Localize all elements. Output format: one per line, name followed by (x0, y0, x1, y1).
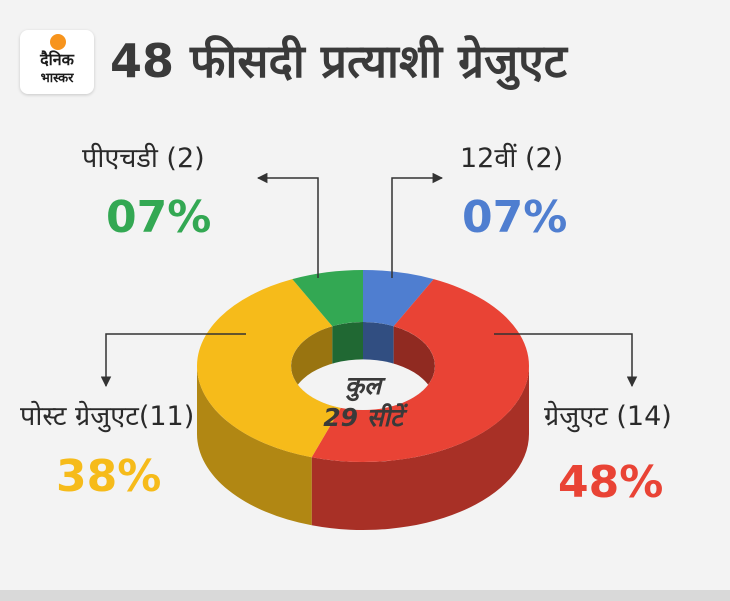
label-phd: पीएचडी (2) (82, 143, 205, 174)
percent-phd: 07% (106, 192, 212, 243)
leader-post-graduate (100, 333, 246, 388)
percent-post-graduate: 38% (56, 451, 162, 502)
slice-graduate (311, 279, 529, 463)
slice-post-graduate (196, 279, 341, 458)
label-graduate: ग्रेजुएट (14) (544, 401, 672, 432)
total-label-line2: 29 सीटें (323, 403, 403, 432)
percent-graduate: 48% (558, 457, 664, 508)
donut-hole-floor (291, 359, 435, 410)
footer-bar (0, 590, 730, 601)
slice-graduate-side (311, 366, 529, 530)
slice-graduate-inner-wall (340, 326, 435, 410)
percent-12th: 07% (462, 192, 568, 243)
leader-12th (391, 172, 444, 278)
logo-text-line2: भास्कर (40, 71, 74, 86)
label-post-graduate: पोस्ट ग्रेजुएट(11) (20, 401, 195, 432)
total-label-line1: कुल (344, 371, 382, 400)
leader-graduate (494, 333, 638, 388)
slice-12th (363, 270, 434, 327)
slice-phd (292, 270, 363, 327)
leader-phd (256, 172, 319, 278)
label-12th: 12वीं (2) (460, 143, 564, 174)
total-seats-label: कुल 29 सीटें (293, 370, 433, 434)
sun-icon (50, 34, 66, 50)
dainik-bhaskar-logo: दैनिक भास्कर (20, 30, 94, 94)
logo-text-line1: दैनिक (40, 50, 74, 69)
page-title: 48 फीसदी प्रत्याशी ग्रेजुएट (110, 34, 567, 88)
slice-post-graduate-side (197, 366, 312, 526)
